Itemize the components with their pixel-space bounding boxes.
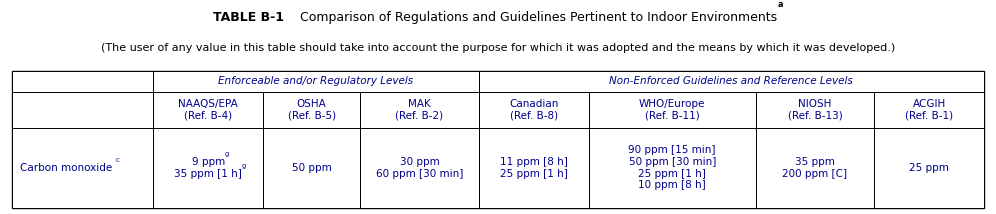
Text: 30 ppm
60 ppm [30 min]: 30 ppm 60 ppm [30 min] xyxy=(375,157,463,179)
Text: 50 ppm: 50 ppm xyxy=(292,163,332,173)
Text: OSHA
(Ref. B-5): OSHA (Ref. B-5) xyxy=(288,99,336,121)
Text: (The user of any value in this table should take into account the purpose for wh: (The user of any value in this table sho… xyxy=(101,43,895,53)
Bar xyxy=(874,128,984,208)
Text: Comparison of Regulations and Guidelines Pertinent to Indoor Environments: Comparison of Regulations and Guidelines… xyxy=(284,11,777,24)
Bar xyxy=(479,92,589,128)
Text: 11 ppm [8 h]
25 ppm [1 h]: 11 ppm [8 h] 25 ppm [1 h] xyxy=(500,157,568,179)
Bar xyxy=(361,92,479,128)
Text: Enforceable and/or Regulatory Levels: Enforceable and/or Regulatory Levels xyxy=(218,76,413,86)
Text: c: c xyxy=(116,157,120,163)
Bar xyxy=(479,128,589,208)
Bar xyxy=(12,71,984,208)
Text: a: a xyxy=(777,0,783,9)
Text: NAAQS/EPA
(Ref. B-4): NAAQS/EPA (Ref. B-4) xyxy=(178,99,238,121)
Text: g: g xyxy=(225,151,229,157)
Text: TABLE B-1: TABLE B-1 xyxy=(213,11,284,24)
Bar xyxy=(12,128,153,208)
Text: Canadian
(Ref. B-8): Canadian (Ref. B-8) xyxy=(509,99,559,121)
Text: 25 ppm: 25 ppm xyxy=(909,163,949,173)
Bar xyxy=(12,71,153,92)
Text: WHO/Europe
(Ref. B-11): WHO/Europe (Ref. B-11) xyxy=(639,99,705,121)
Text: 9 ppm: 9 ppm xyxy=(191,157,225,167)
Bar xyxy=(153,71,479,92)
Bar xyxy=(12,92,153,128)
Bar xyxy=(361,128,479,208)
Bar xyxy=(589,92,756,128)
Text: g: g xyxy=(242,163,246,169)
Text: 35 ppm [1 h]: 35 ppm [1 h] xyxy=(174,169,242,179)
Text: 35 ppm
200 ppm [C]: 35 ppm 200 ppm [C] xyxy=(783,157,848,179)
Text: Carbon monoxide: Carbon monoxide xyxy=(20,163,116,173)
Text: NIOSH
(Ref. B-13): NIOSH (Ref. B-13) xyxy=(788,99,843,121)
Bar xyxy=(479,71,984,92)
Bar xyxy=(263,128,361,208)
Bar xyxy=(153,128,263,208)
Text: ACGIH
(Ref. B-1): ACGIH (Ref. B-1) xyxy=(905,99,953,121)
Bar xyxy=(589,128,756,208)
Bar xyxy=(153,92,263,128)
Text: MAK
(Ref. B-2): MAK (Ref. B-2) xyxy=(395,99,443,121)
Bar xyxy=(263,92,361,128)
Text: Non-Enforced Guidelines and Reference Levels: Non-Enforced Guidelines and Reference Le… xyxy=(610,76,854,86)
Bar xyxy=(874,92,984,128)
Bar xyxy=(756,128,874,208)
Text: 90 ppm [15 min]
50 ppm [30 min]
25 ppm [1 h]
10 ppm [8 h]: 90 ppm [15 min] 50 ppm [30 min] 25 ppm [… xyxy=(628,146,716,190)
Bar xyxy=(756,92,874,128)
